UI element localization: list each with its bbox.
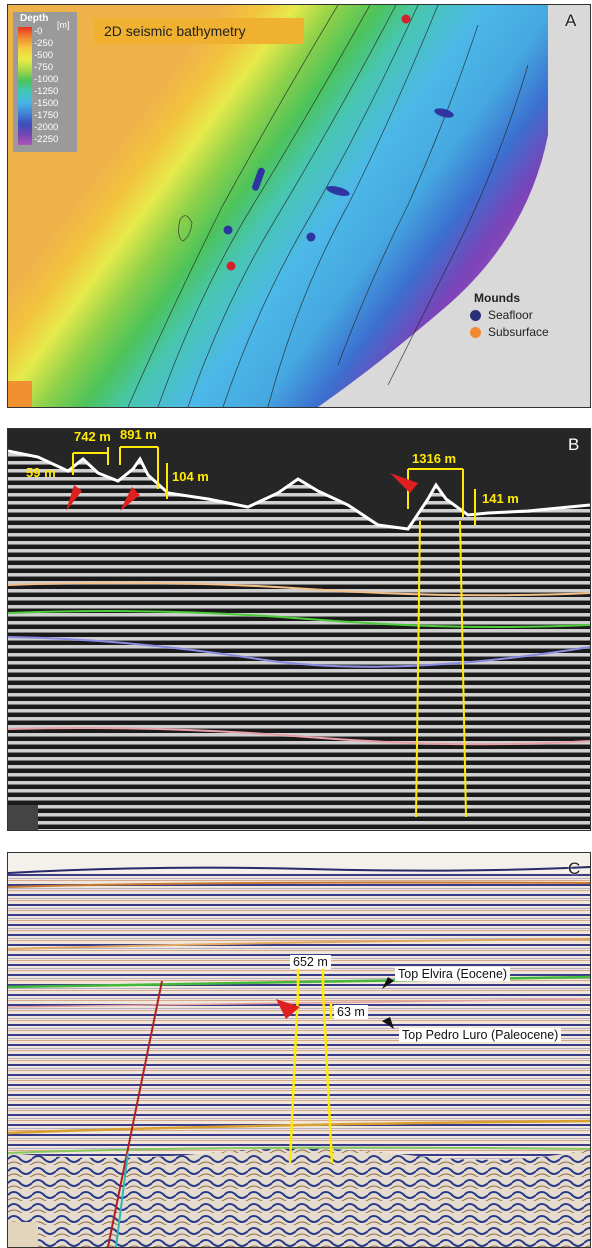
map-title: 2D seismic bathymetry — [94, 18, 304, 44]
seismic-section-c — [8, 853, 590, 1247]
depth-tick: -2000 — [34, 122, 59, 133]
red-arrows — [66, 473, 418, 511]
subsurface-mounds — [226, 14, 411, 271]
depth-tick: -2250 — [34, 134, 59, 145]
width-label: 1316 m — [412, 451, 457, 466]
height-label: 63 m — [334, 1005, 368, 1019]
depth-legend: Depth [m] -0 -250 -500 -750 -1000 -1250 … — [13, 12, 77, 152]
measurement-lines — [72, 446, 476, 818]
contour-lines — [127, 5, 529, 407]
fault-line — [107, 980, 163, 1247]
panel-letter-b: B — [568, 435, 580, 454]
horizon-pink — [8, 727, 590, 746]
corner-tab — [8, 805, 38, 830]
bathymetry-surface — [8, 5, 548, 407]
height-label: 141 m — [482, 491, 519, 506]
corner-tab — [8, 381, 32, 407]
panel-b-seismic-section: 742 m 891 m 59 m 104 m 1316 m 141 m B — [7, 428, 591, 831]
seismic-reflectors — [8, 873, 590, 1173]
horizon-green — [8, 610, 590, 628]
pointer-arrow — [382, 1017, 394, 1029]
horizon-tan — [8, 938, 590, 950]
horizon-lightgreen — [8, 1146, 590, 1154]
depth-tick: -0 — [34, 26, 43, 37]
panel-letter-c: C — [568, 859, 581, 878]
mounds-legend: Mounds Seafloor Subsurface — [470, 291, 549, 342]
mounds-legend-item: Seafloor — [470, 308, 549, 322]
red-arrow — [276, 999, 300, 1019]
depth-legend-unit: [m] — [57, 20, 70, 30]
width-label: 742 m — [74, 429, 111, 444]
horizon-pink — [8, 998, 590, 1008]
panel-c-seismic-section: 652 m 63 m Top Elvira (Eocene) Top Pedro… — [7, 852, 591, 1248]
depth-tick: -1000 — [34, 74, 59, 85]
depth-colorbar — [18, 27, 32, 145]
fault-line — [115, 1152, 129, 1247]
horizon-label: Top Elvira (Eocene) — [395, 967, 511, 981]
panel-a-bathymetry-map: Depth [m] -0 -250 -500 -750 -1000 -1250 … — [7, 4, 591, 408]
depth-tick: -1750 — [34, 110, 59, 121]
mounds-legend-item: Subsurface — [470, 325, 549, 339]
seafloor-mounds — [223, 108, 454, 242]
depth-tick: -750 — [34, 62, 54, 73]
depth-tick: -1500 — [34, 98, 59, 109]
mounds-legend-title: Mounds — [474, 291, 520, 305]
depth-tick: -500 — [34, 50, 54, 61]
mounds-legend-label: Seafloor — [488, 308, 533, 322]
seafloor-swatch-icon — [470, 309, 481, 321]
horizon-orange-deep — [8, 1119, 590, 1135]
horizon-orange — [8, 581, 590, 597]
bathymetry-map — [8, 5, 548, 407]
height-label: 104 m — [172, 469, 209, 484]
horizon-orange — [8, 881, 590, 888]
depth-legend-title: Depth — [20, 13, 49, 24]
width-label: 891 m — [120, 428, 157, 442]
seismic-section-b — [8, 429, 590, 830]
panel-letter-a: A — [565, 11, 577, 30]
chaotic-unit — [8, 1148, 590, 1247]
depth-tick: -1250 — [34, 86, 59, 97]
subsurface-swatch-icon — [470, 326, 481, 338]
height-label: 59 m — [26, 465, 56, 480]
mounds-legend-label: Subsurface — [488, 325, 549, 339]
pointer-arrow — [382, 977, 394, 989]
width-label: 652 m — [290, 955, 331, 969]
horizon-violet — [8, 636, 590, 668]
seafloor-reflector — [8, 866, 590, 874]
measurement-lines — [288, 965, 334, 1164]
depth-tick: -250 — [34, 38, 54, 49]
seafloor-reflector — [8, 449, 590, 531]
horizon-label: Top Pedro Luro (Paleocene) — [399, 1028, 562, 1042]
corner-tab — [8, 1222, 38, 1247]
